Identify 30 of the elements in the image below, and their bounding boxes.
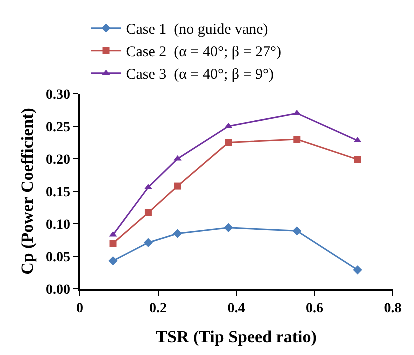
point xyxy=(354,137,362,143)
x-tick-label: 0 xyxy=(76,302,84,317)
legend-label: Case 3 (α = 40°; β = 9°) xyxy=(126,67,274,84)
y-tick-label: 0.20 xyxy=(46,152,70,168)
x-tick-label: 0.8 xyxy=(384,302,402,317)
legend-label: Case 1 (no guide vane) xyxy=(126,22,268,38)
y-tick-label: 0.25 xyxy=(46,120,70,136)
point xyxy=(294,136,301,143)
point xyxy=(144,238,154,248)
point xyxy=(353,266,362,275)
point xyxy=(144,209,152,216)
legend-label: Case 2 (α = 40°; β = 27°) xyxy=(126,44,282,61)
point xyxy=(354,156,362,164)
point xyxy=(173,229,182,238)
y-tick-label: 0.00 xyxy=(46,282,70,298)
x-axis-title: TSR (Tip Speed ratio) xyxy=(156,327,317,346)
point xyxy=(292,226,302,236)
y-tick-label: 0.10 xyxy=(46,218,70,233)
point xyxy=(174,182,182,190)
point xyxy=(108,256,118,266)
x-tick-label: 0.6 xyxy=(306,302,324,317)
y-tick-label: 0.15 xyxy=(46,185,70,200)
point xyxy=(224,223,234,232)
y-tick-label: 0.30 xyxy=(46,88,70,103)
point xyxy=(225,139,232,146)
x-tick-label: 0.2 xyxy=(150,302,167,317)
y-axis-title: Cp (Power Coefficient) xyxy=(18,108,37,275)
x-tick-label: 0.4 xyxy=(228,302,246,317)
y-tick-label: 0.05 xyxy=(46,250,70,266)
point xyxy=(110,240,117,247)
